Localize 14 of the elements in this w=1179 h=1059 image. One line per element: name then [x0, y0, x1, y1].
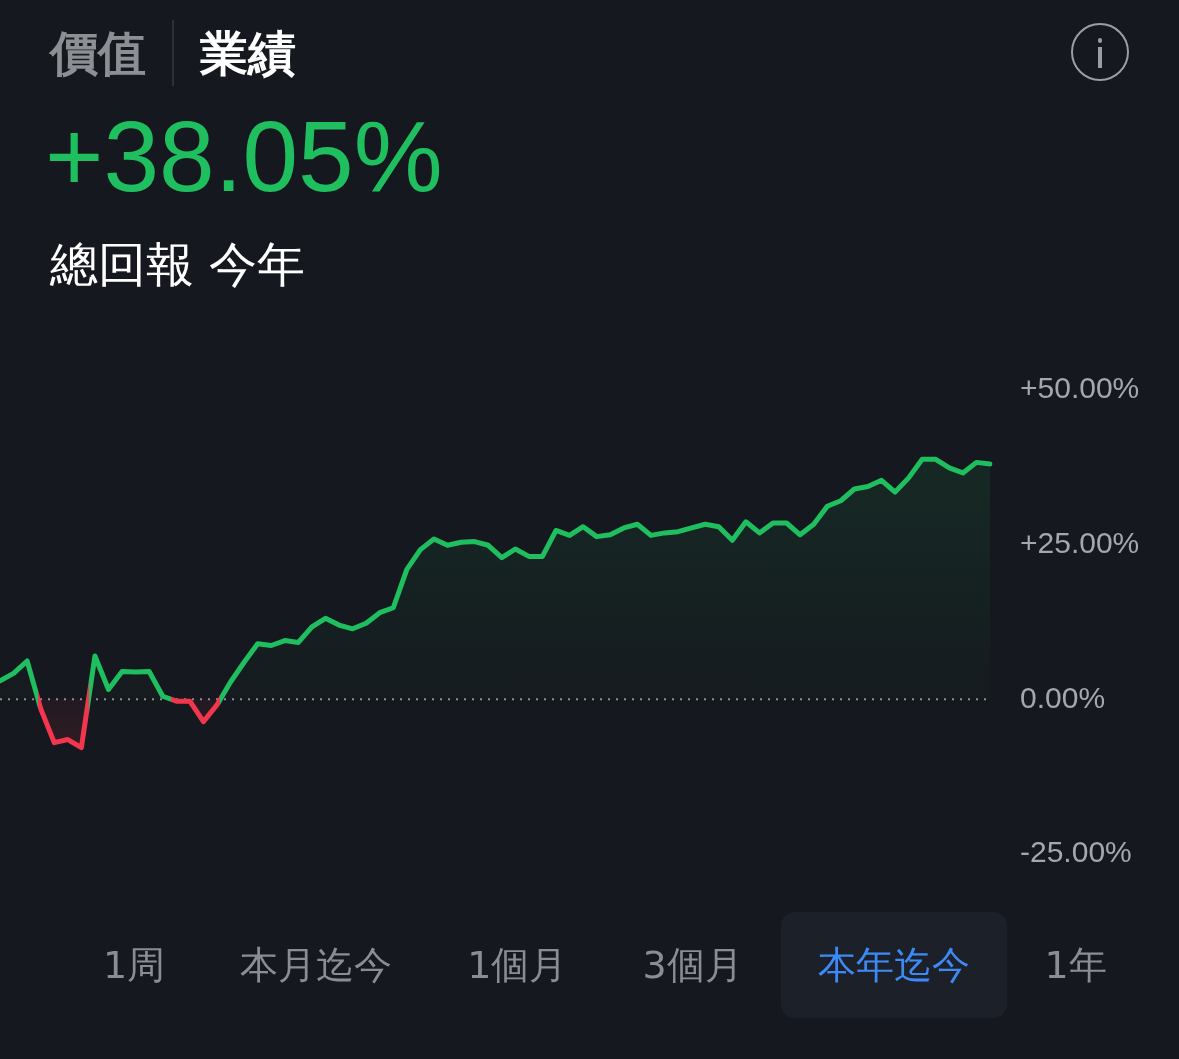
y-tick-label: -25.00% — [1020, 835, 1132, 869]
text: 價值 — [50, 25, 146, 81]
selected-button: 本年迄今 — [780, 912, 1007, 1018]
text: 本月迄今 — [240, 942, 393, 988]
y-tick-label: +50.00% — [1020, 371, 1140, 405]
y-tick-label: +25.00% — [1020, 525, 1140, 559]
text: 業績 — [200, 25, 296, 81]
chart-subtitle: 總回報 今年 — [50, 236, 306, 292]
text: 1個月 — [467, 942, 568, 988]
y-tick-label: 0.00% — [1020, 680, 1106, 714]
text: 1周 — [103, 942, 166, 988]
text: 3個月 — [642, 942, 743, 988]
chart-title: +38.05% — [45, 100, 443, 212]
text: 1年 — [1044, 942, 1107, 988]
